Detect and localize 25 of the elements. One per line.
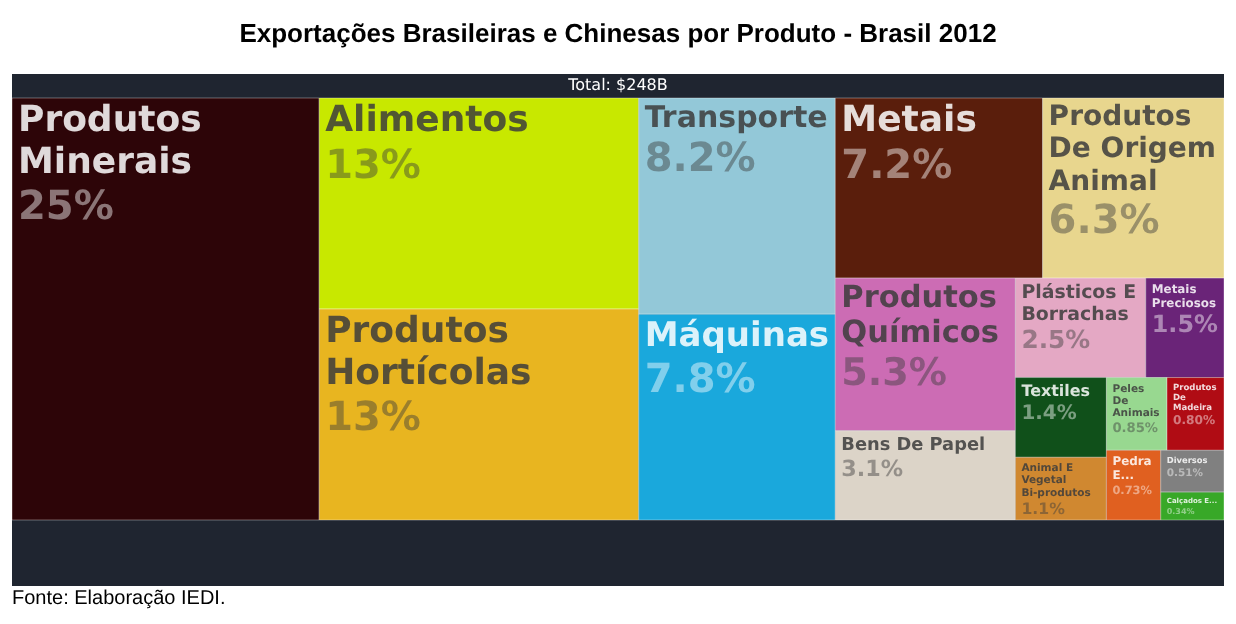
data-label: 3.1% — [841, 456, 904, 483]
category-label: Alimentos — [325, 99, 529, 142]
category-label: Produtos Minerais — [18, 99, 202, 183]
text: Exportações Brasileiras e Chinesas por Produto - Brasil 2012 — [237, 18, 999, 52]
data-label: 6.3% — [1048, 195, 1160, 244]
data-label: 5.3% — [841, 351, 948, 396]
category-label: Transporte — [644, 98, 828, 135]
text: Total: $248B — [566, 76, 668, 95]
category-label: Plásticos E Borrachas — [1021, 282, 1137, 327]
data-label: 8.2% — [644, 132, 756, 181]
data-label: 7.2% — [841, 139, 953, 188]
category-label: Produtos De Origem Animal — [1048, 101, 1217, 198]
data-label: 1.4% — [1021, 403, 1077, 426]
source-note: Fonte: Elaboração IEDI. — [12, 588, 228, 610]
data-label: 13% — [325, 139, 421, 188]
category-label: Produtos Hortícolas — [325, 310, 532, 394]
category-label: Metais — [841, 99, 977, 142]
data-label: 25% — [18, 181, 114, 230]
data-label: 1.5% — [1151, 309, 1218, 338]
data-label: 2.5% — [1021, 324, 1092, 355]
category-label: Produtos Químicos — [841, 279, 999, 351]
category-label: Bens De Papel — [841, 436, 986, 457]
category-label: Máquinas — [644, 316, 830, 357]
data-label: 7.8% — [644, 353, 756, 402]
data-label: 13% — [325, 392, 421, 441]
